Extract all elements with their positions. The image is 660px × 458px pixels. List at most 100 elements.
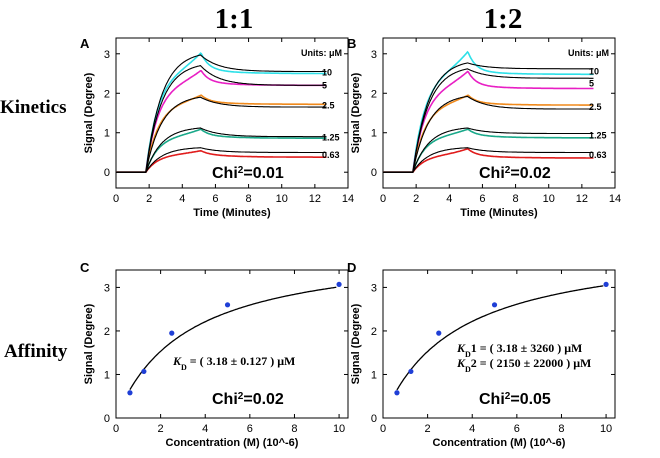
data-point	[336, 281, 342, 287]
x-tick-label: 2	[413, 193, 419, 205]
data-point	[169, 330, 175, 336]
series-label-1.25: 1.25	[322, 132, 340, 142]
units-label: Units: μM	[568, 48, 609, 58]
data-point	[603, 281, 609, 287]
y-tick-label: 0	[104, 413, 110, 425]
y-tick-label: 3	[371, 49, 377, 61]
chi-square-label: Chi2=0.02	[212, 391, 284, 409]
series-label-1.25: 1.25	[589, 131, 607, 141]
fit-curve-10	[116, 54, 327, 173]
data-point	[436, 330, 442, 336]
x-tick-label: 0	[380, 193, 386, 205]
fit-curve-0.63	[383, 147, 594, 173]
y-tick-label: 1	[104, 369, 110, 381]
y-tick-label: 0	[371, 413, 377, 425]
x-tick-label: 2	[158, 423, 164, 435]
plot-frame	[382, 269, 616, 419]
x-tick-label: 2	[146, 193, 152, 205]
y-tick-label: 2	[104, 88, 110, 100]
y-tick-label: 2	[104, 326, 110, 338]
x-tick-label: 6	[212, 193, 218, 205]
x-tick-label: 0	[380, 423, 386, 435]
kd-annotation: KD2 = ( 2150 ± 22000 ) μM	[456, 356, 591, 374]
plot-frame	[115, 269, 349, 419]
fit-curve-0.63	[116, 147, 327, 173]
chi-square-label: Chi2=0.01	[212, 165, 284, 183]
column-title-left: 1:1	[215, 3, 254, 35]
data-point	[408, 368, 414, 375]
y-tick-label: 3	[104, 49, 110, 61]
y-tick-label: 3	[371, 282, 377, 294]
x-tick-label: 6	[479, 193, 485, 205]
x-tick-label: 10	[543, 193, 555, 205]
data-point	[141, 368, 147, 375]
y-axis-label: Signal (Degree)	[83, 72, 95, 153]
panel-letter: B	[347, 36, 356, 51]
x-tick-label: 4	[469, 423, 475, 435]
y-tick-label: 3	[104, 282, 110, 294]
x-tick-label: 10	[333, 423, 345, 435]
fit-curve-1.25	[116, 127, 327, 173]
x-tick-label: 8	[291, 423, 297, 435]
panel-d-affinity-1to2: 0 2 4 6 8 10 0 1 2 3 Concentration (M) (10^-6) Sign…	[347, 260, 616, 449]
x-axis-label: Concentration (M) (10^-6)	[166, 437, 299, 449]
x-tick-label: 6	[247, 423, 253, 435]
x-axis-label: Concentration (M) (10^-6)	[433, 437, 566, 449]
x-tick-label: 2	[425, 423, 431, 435]
fit-curve-1.25	[383, 127, 594, 173]
series-label-10: 10	[322, 68, 332, 78]
x-tick-label: 14	[342, 193, 354, 205]
x-tick-label: 12	[576, 193, 588, 205]
units-label: Units: μM	[301, 48, 342, 58]
y-tick-label: 2	[371, 326, 377, 338]
x-axis-label: Time (Minutes)	[460, 207, 538, 219]
data-curve-10	[383, 50, 594, 173]
series-label-10: 10	[589, 67, 599, 77]
y-tick-label: 0	[104, 167, 110, 179]
series-label-0.63: 0.63	[322, 150, 340, 160]
series-label-5: 5	[322, 80, 327, 90]
row-title-kinetics: Kinetics	[0, 97, 67, 118]
data-curve-0.63	[383, 147, 594, 173]
x-tick-label: 0	[113, 193, 119, 205]
plot-frame	[115, 37, 349, 189]
column-title-right: 1:2	[484, 3, 523, 35]
series-label-2.5: 2.5	[322, 101, 335, 111]
x-tick-label: 4	[446, 193, 452, 205]
y-axis-label: Signal (Degree)	[350, 303, 362, 384]
kd-annotation: KD = ( 3.18 ± 0.127 ) μM	[172, 354, 295, 372]
y-tick-label: 0	[371, 167, 377, 179]
panel-letter: C	[80, 260, 90, 275]
kd-annotation: KD1 = ( 3.18 ± 3260 ) μM	[456, 341, 582, 359]
plot-frame	[382, 37, 616, 189]
fit-curve-2.5	[383, 95, 594, 173]
chi-square-label: Chi2=0.05	[479, 391, 551, 409]
y-tick-label: 2	[371, 88, 377, 100]
affinity-fit-curve	[396, 285, 604, 391]
y-axis-label: Signal (Degree)	[83, 303, 95, 384]
fit-curve-5	[383, 68, 594, 173]
x-tick-label: 4	[202, 423, 208, 435]
panel-c-affinity-1to1: 0 2 4 6 8 10 0 1 2 3 Concentration (M) (10^-6) Sign…	[80, 260, 349, 449]
series-label-2.5: 2.5	[589, 102, 602, 112]
y-tick-label: 1	[371, 128, 377, 140]
affinity-fit-curve	[129, 286, 337, 390]
x-axis-label: Time (Minutes)	[193, 207, 271, 219]
x-tick-label: 4	[179, 193, 185, 205]
x-tick-label: 8	[513, 193, 519, 205]
x-tick-label: 12	[309, 193, 321, 205]
x-tick-label: 0	[113, 423, 119, 435]
x-tick-label: 8	[246, 193, 252, 205]
data-point	[491, 302, 498, 308]
x-tick-label: 10	[600, 423, 612, 435]
panel-letter: A	[80, 36, 90, 51]
data-point	[394, 390, 400, 396]
data-point	[224, 302, 231, 308]
x-tick-label: 10	[276, 193, 288, 205]
fit-curve-2.5	[116, 96, 327, 173]
data-point	[127, 390, 133, 396]
row-title-affinity: Affinity	[4, 341, 68, 362]
x-tick-label: 14	[609, 193, 621, 205]
